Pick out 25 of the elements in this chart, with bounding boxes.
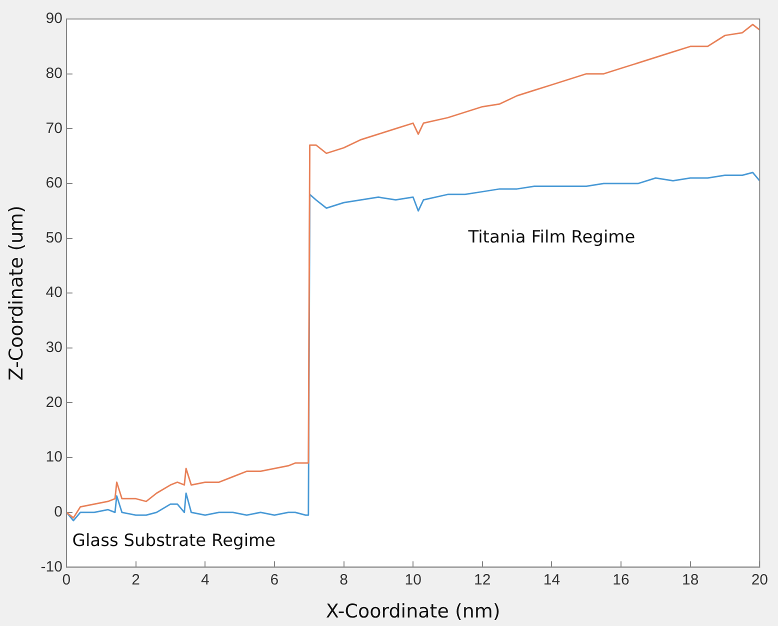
y-tick-label: 90 (46, 10, 62, 28)
x-tick-label: 6 (270, 571, 279, 588)
x-tick-label: 2 (132, 571, 140, 588)
x-tick-label: 12 (474, 571, 491, 588)
x-axis-title: X-Coordinate (nm) (326, 600, 500, 623)
x-tick-label: 20 (751, 571, 768, 588)
x-tick-label: 4 (200, 571, 210, 588)
y-tick-label: 40 (46, 284, 62, 302)
y-tick-label: 60 (46, 174, 62, 192)
y-tick-label: 80 (46, 64, 62, 82)
x-tick-label: 10 (404, 571, 422, 588)
y-tick-label: 20 (46, 394, 62, 411)
y-tick-label: 70 (46, 120, 62, 137)
y-tick-label: -10 (40, 558, 62, 576)
annotation: Glass Substrate Regime (72, 530, 276, 551)
x-tick-label: 16 (612, 571, 630, 588)
y-axis-title: Z-Coordinate (um) (5, 206, 28, 381)
y-tick-label: 30 (46, 339, 62, 356)
y-tick-label: 10 (46, 448, 62, 466)
y-tick-label: 0 (54, 504, 62, 521)
y-tick-label: 50 (46, 229, 62, 246)
x-tick-label: 14 (543, 571, 560, 588)
x-tick-label: 8 (340, 571, 348, 588)
annotation: Titania Film Regime (467, 228, 636, 248)
x-tick-label: 18 (682, 571, 699, 588)
